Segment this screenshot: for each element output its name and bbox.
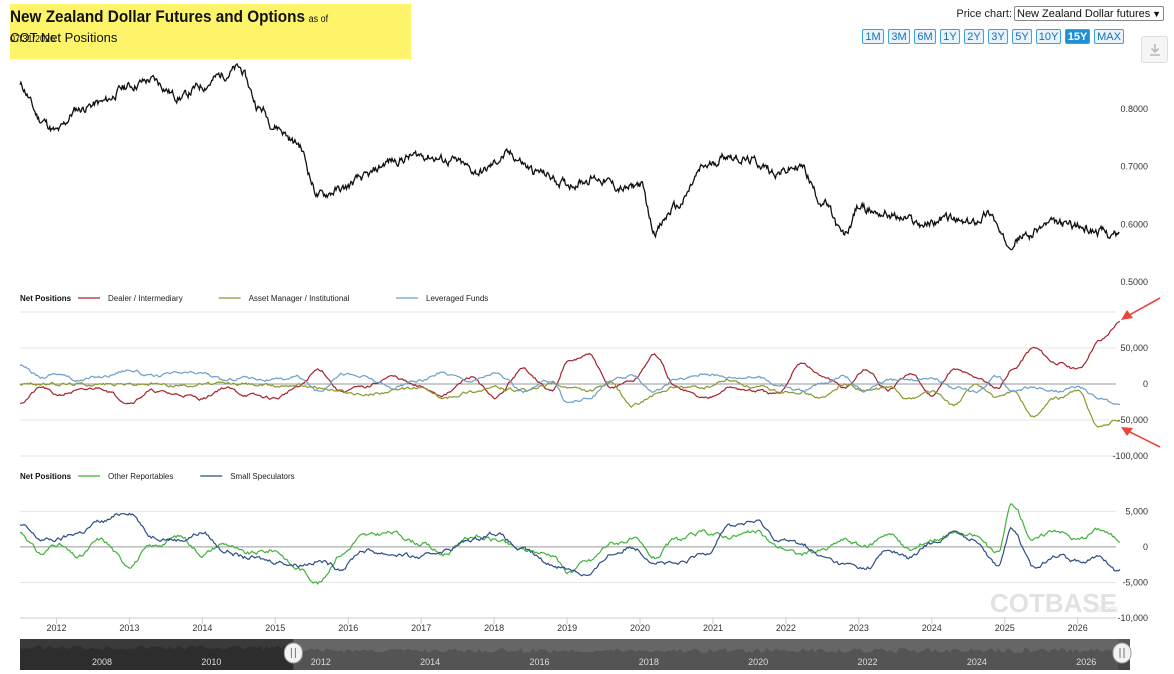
navigator-handle[interactable] — [1112, 642, 1132, 664]
download-icon — [1150, 44, 1160, 56]
legend-item: Other Reportables — [108, 472, 173, 481]
page-subtitle: COT Net Positions — [10, 30, 118, 45]
price-chart-value: New Zealand Dollar futures — [1017, 8, 1151, 20]
navigator-tick-label: 2014 — [420, 657, 440, 667]
range-button-1y[interactable]: 1Y — [940, 29, 960, 44]
navigator-mask — [20, 639, 294, 670]
y-tick-label: 0.5000 — [1120, 277, 1148, 287]
y-tick-label: 0.8000 — [1120, 104, 1148, 114]
x-tick-label: 2019 — [557, 623, 577, 633]
x-tick-label: 2018 — [484, 623, 504, 633]
y-tick-label: 0.7000 — [1120, 162, 1148, 172]
navigator-tick-label: 2024 — [967, 657, 987, 667]
navigator-tick-label: 2016 — [529, 657, 549, 667]
series-line — [19, 320, 1121, 405]
legend-item: Dealer / Intermediary — [108, 294, 183, 303]
page-title: New Zealand Dollar Futures and Options as… — [10, 7, 371, 47]
range-button-3m[interactable]: 3M — [888, 29, 910, 44]
range-button-max[interactable]: MAX — [1094, 29, 1124, 44]
legend-title: Net Positions — [20, 294, 72, 303]
navigator-tick-label: 2022 — [858, 657, 878, 667]
y-tick-label: 0.6000 — [1120, 219, 1148, 229]
range-button-5y[interactable]: 5Y — [1012, 29, 1032, 44]
y-tick-label: -50,000 — [1117, 415, 1148, 425]
x-tick-label: 2021 — [703, 623, 723, 633]
range-button-2y[interactable]: 2Y — [964, 29, 984, 44]
title-box: New Zealand Dollar Futures and Options as… — [10, 4, 411, 59]
range-button-6m[interactable]: 6M — [914, 29, 936, 44]
watermark-logo: COTBASE — [990, 588, 1117, 618]
navigator-handle[interactable] — [283, 642, 303, 664]
price-chart-label: Price chart: — [956, 8, 1012, 20]
legend-item: Small Speculators — [230, 472, 294, 481]
legend-title: Net Positions — [20, 472, 72, 481]
range-button-10y[interactable]: 10Y — [1036, 29, 1061, 44]
y-tick-label: 50,000 — [1120, 343, 1148, 353]
range-button-3y[interactable]: 3Y — [988, 29, 1008, 44]
y-tick-label: -5,000 — [1122, 577, 1148, 587]
y-tick-label: 0 — [1143, 379, 1148, 389]
navigator-window — [293, 639, 1118, 670]
x-tick-label: 2022 — [776, 623, 796, 633]
series-line — [19, 63, 1120, 251]
series-line — [19, 364, 1121, 406]
x-tick-label: 2017 — [411, 623, 431, 633]
navigator-tick-label: 2026 — [1076, 657, 1096, 667]
x-tick-label: 2020 — [630, 623, 650, 633]
y-tick-label: -100,000 — [1112, 451, 1148, 461]
download-button[interactable] — [1141, 36, 1168, 63]
arrow-head — [1121, 427, 1133, 436]
x-tick-label: 2023 — [849, 623, 869, 633]
series-line — [19, 378, 1121, 428]
x-tick-label: 2025 — [995, 623, 1015, 633]
series-line — [19, 512, 1121, 577]
x-tick-label: 2013 — [119, 623, 139, 633]
range-button-1m[interactable]: 1M — [862, 29, 884, 44]
y-tick-label: 5,000 — [1125, 506, 1148, 516]
series-line — [19, 503, 1121, 585]
chevron-down-icon: ▼ — [1152, 9, 1161, 19]
x-tick-label: 2014 — [192, 623, 212, 633]
arrow-head — [1121, 310, 1133, 320]
range-button-15y[interactable]: 15Y — [1065, 29, 1090, 44]
navigator-tick-label: 2010 — [201, 657, 221, 667]
title-text: New Zealand Dollar Futures and Options — [10, 7, 305, 26]
watermark-suffix: .com — [1096, 604, 1118, 615]
y-tick-label: 0 — [1143, 542, 1148, 552]
x-tick-label: 2024 — [922, 623, 942, 633]
navigator-tick-label: 2008 — [92, 657, 112, 667]
navigator-tick-label: 2018 — [639, 657, 659, 667]
navigator-tick-label: 2012 — [311, 657, 331, 667]
legend-item: Asset Manager / Institutional — [249, 294, 350, 303]
legend-item: Leveraged Funds — [426, 294, 488, 303]
x-tick-label: 2026 — [1068, 623, 1088, 633]
navigator-tick-label: 2020 — [748, 657, 768, 667]
x-tick-label: 2016 — [338, 623, 358, 633]
x-tick-label: 2015 — [265, 623, 285, 633]
y-tick-label: -10,000 — [1117, 613, 1148, 623]
as-of-date: as of 07/31/2026 — [10, 14, 329, 45]
price-chart-select[interactable]: New Zealand Dollar futures ▼ — [1014, 6, 1164, 21]
x-tick-label: 2012 — [46, 623, 66, 633]
